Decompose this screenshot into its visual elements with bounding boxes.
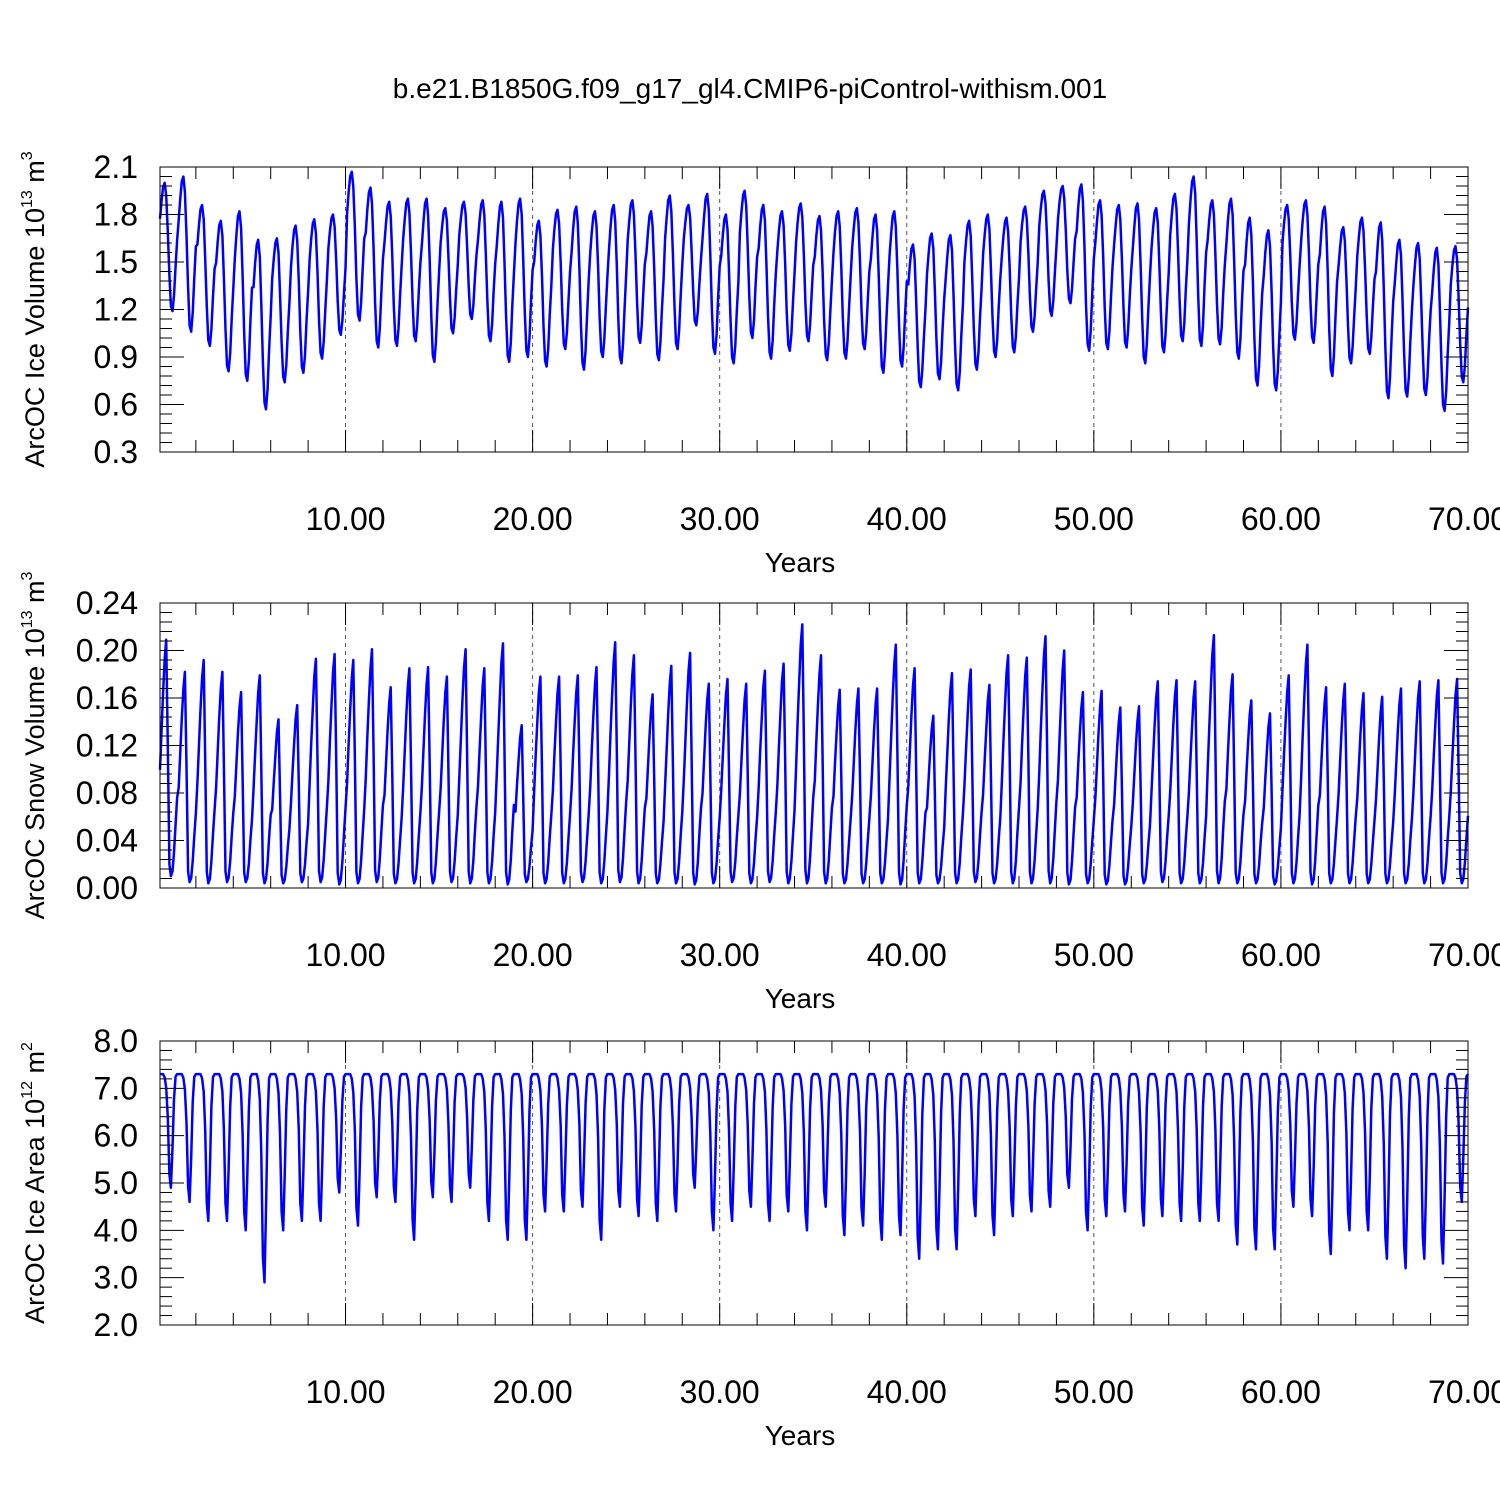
y-tick-label: 0.20: [76, 633, 138, 669]
y-tick-label: 0.08: [76, 775, 138, 811]
x-tick-label: 30.00: [680, 937, 760, 973]
x-axis-label: Years: [765, 547, 836, 578]
x-tick-label: 10.00: [305, 1374, 385, 1410]
y-tick-label: 0.00: [76, 870, 138, 906]
x-tick-label: 70.00: [1428, 1374, 1500, 1410]
x-tick-label: 10.00: [305, 501, 385, 537]
y-tick-label: 1.5: [94, 244, 138, 280]
x-tick-label: 50.00: [1054, 501, 1134, 537]
chart-panel-1: 10.00 20.00 30.00 40.00 50.00 60.00 70.00 0.3 0.…: [19, 149, 1500, 578]
y-tick-label: 7.0: [94, 1070, 138, 1106]
x-tick-label: 40.00: [867, 937, 947, 973]
chart-panels: 10.00 20.00 30.00 40.00 50.00 60.00 70.00 0.3 0.…: [19, 149, 1500, 1451]
series-line: [158, 170, 1470, 413]
y-tick-label: 1.8: [94, 197, 138, 233]
y-tick-label: 0.12: [76, 728, 138, 764]
y-tick-label: 0.04: [76, 823, 138, 859]
y-tick-label: 5.0: [94, 1165, 138, 1201]
x-tick-label: 50.00: [1054, 1374, 1134, 1410]
y-tick-label: 6.0: [94, 1118, 138, 1154]
y-tick-label: 0.24: [76, 585, 138, 621]
y-tick-label: 3.0: [94, 1260, 138, 1296]
x-tick-label: 10.00: [305, 937, 385, 973]
y-tick-label: 0.16: [76, 680, 138, 716]
y-tick-label: 2.1: [94, 149, 138, 185]
x-tick-label: 40.00: [867, 501, 947, 537]
y-tick-label: 0.9: [94, 339, 138, 375]
y-tick-label: 0.6: [94, 387, 138, 423]
x-tick-label: 70.00: [1428, 937, 1500, 973]
x-axis-label: Years: [765, 983, 836, 1014]
y-axis-label: ArcOC Ice Area 1012 m2: [19, 1042, 50, 1324]
y-tick-label: 1.2: [94, 292, 138, 328]
x-tick-label: 60.00: [1241, 937, 1321, 973]
x-tick-label: 70.00: [1428, 501, 1500, 537]
y-tick-label: 2.0: [94, 1307, 138, 1343]
x-tick-label: 30.00: [680, 1374, 760, 1410]
x-tick-label: 60.00: [1241, 1374, 1321, 1410]
y-axis-label: ArcOC Snow Volume 1013 m3: [19, 571, 50, 919]
y-tick-label: 0.3: [94, 434, 138, 470]
x-tick-label: 20.00: [493, 1374, 573, 1410]
series-line: [160, 1072, 1470, 1284]
chart-title: b.e21.B1850G.f09_g17_gl4.CMIP6-piControl…: [393, 73, 1107, 104]
y-tick-label: 8.0: [94, 1023, 138, 1059]
x-axis-label: Years: [765, 1420, 836, 1451]
x-tick-label: 60.00: [1241, 501, 1321, 537]
x-tick-label: 20.00: [493, 937, 573, 973]
series-line: [158, 623, 1470, 886]
x-tick-label: 30.00: [680, 501, 760, 537]
x-tick-label: 50.00: [1054, 937, 1134, 973]
chart-panel-2: 10.00 20.00 30.00 40.00 50.00 60.00 70.00 0.00 0…: [19, 571, 1500, 1014]
y-tick-label: 4.0: [94, 1212, 138, 1248]
y-axis-label: ArcOC Ice Volume 1013 m3: [19, 151, 50, 467]
x-tick-label: 40.00: [867, 1374, 947, 1410]
chart-panel-3: 10.00 20.00 30.00 40.00 50.00 60.00 70.00 2.0 3.…: [19, 1023, 1500, 1451]
x-tick-label: 20.00: [493, 501, 573, 537]
